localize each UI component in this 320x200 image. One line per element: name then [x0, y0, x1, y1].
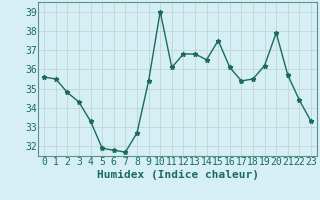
X-axis label: Humidex (Indice chaleur): Humidex (Indice chaleur) [97, 170, 259, 180]
